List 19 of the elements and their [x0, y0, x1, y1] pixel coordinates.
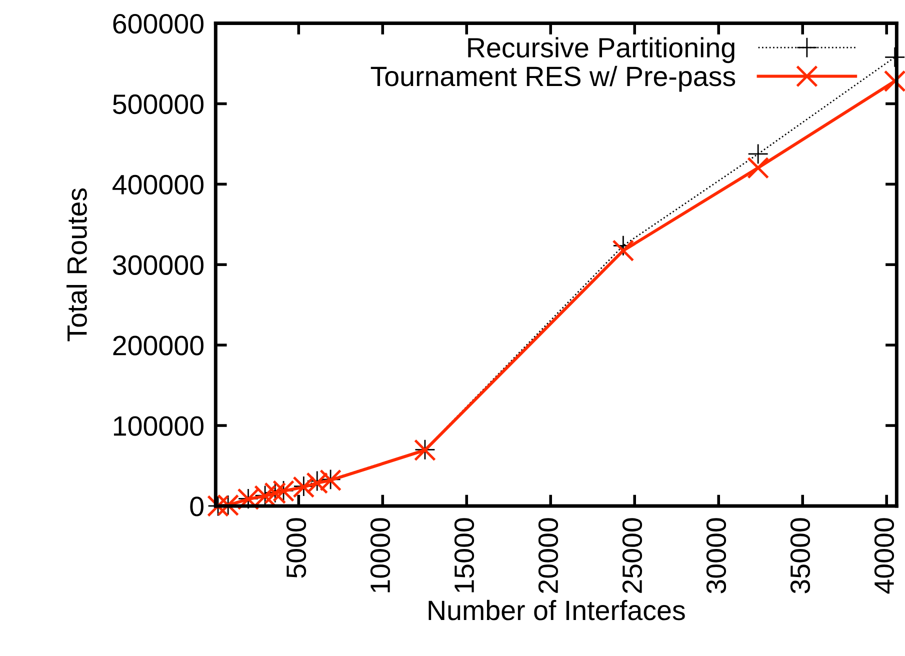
y-axis-title: Total Routes [66, 188, 87, 342]
y-tick-label: 500000 [112, 94, 204, 114]
x-axis-title: Number of Interfaces [428, 600, 685, 620]
x-tick-label: 40000 [874, 518, 894, 594]
y-tick-label: 100000 [114, 416, 204, 436]
y-tick-label: 0 [190, 496, 204, 516]
x-tick-label: 25000 [622, 518, 642, 593]
x-tick-label: 10000 [370, 518, 390, 592]
x-tick-label: 15000 [454, 518, 474, 592]
x-tick-label: 20000 [538, 518, 558, 593]
x-tick-label: 5000 [286, 518, 306, 578]
y-tick-label: 600000 [113, 14, 204, 34]
x-tick-label: 30000 [706, 518, 726, 594]
x-tick-label: 35000 [790, 518, 810, 594]
legend-label: Recursive Partitioning [468, 37, 734, 64]
legend-label: Tournament RES w/ Pre-pass [370, 66, 736, 92]
y-tick-label: 200000 [113, 336, 204, 356]
y-tick-label: 300000 [112, 255, 204, 275]
y-tick-label: 400000 [112, 174, 204, 195]
